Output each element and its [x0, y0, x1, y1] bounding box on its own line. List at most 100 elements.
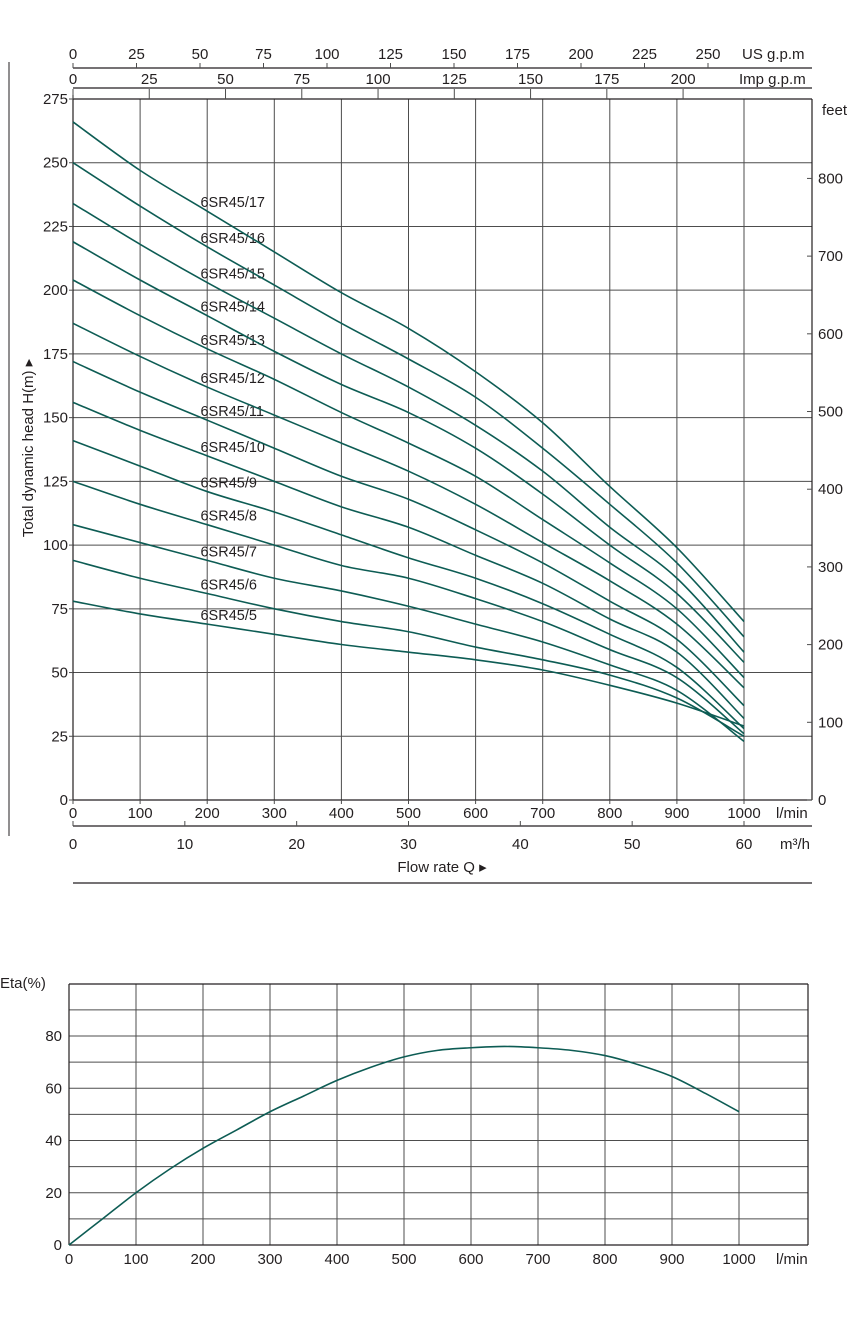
- imp-gpm-tick-label: 75: [293, 71, 310, 88]
- head-y-tick-label: 100: [43, 537, 68, 554]
- eta-x-tick-label: 600: [458, 1251, 483, 1268]
- head-y-tick-label: 150: [43, 410, 68, 427]
- eta-y-tick-label: 40: [45, 1133, 62, 1150]
- series-label: 6SR45/17: [200, 195, 264, 211]
- eta-x-tick-label: 400: [324, 1251, 349, 1268]
- us-gpm-tick-label: 125: [378, 46, 403, 63]
- series-label: 6SR45/7: [200, 544, 256, 560]
- head-y-tick-label: 175: [43, 346, 68, 363]
- imp-gpm-tick-label: 175: [594, 71, 619, 88]
- series-label: 6SR45/10: [200, 440, 264, 456]
- head-curve-series: [72, 279, 745, 679]
- series-label: 6SR45/13: [200, 333, 264, 349]
- head-curve-series: [72, 559, 745, 737]
- flow-lmin-tick-label: 300: [262, 805, 287, 822]
- head-curve-series: [72, 322, 745, 689]
- us-gpm-tick-label: 100: [314, 46, 339, 63]
- series-label: 6SR45/14: [200, 300, 264, 316]
- flow-lmin-tick-label: 800: [597, 805, 622, 822]
- flow-m3h-tick-label: 50: [624, 836, 641, 853]
- imp-gpm-unit: Imp g.p.m: [739, 71, 806, 88]
- eta-x-tick-label: 100: [123, 1251, 148, 1268]
- eta-y-tick-label: 80: [45, 1028, 62, 1045]
- us-gpm-tick-label: 150: [441, 46, 466, 63]
- flow-lmin-tick-label: 200: [195, 805, 220, 822]
- us-gpm-tick-label: 0: [69, 46, 77, 63]
- head-curve-series: [72, 162, 745, 638]
- head-y-tick-label: 250: [43, 155, 68, 172]
- efficiency-curve: [68, 1045, 740, 1246]
- series-label: 6SR45/5: [200, 608, 256, 624]
- feet-tick-label: 200: [818, 637, 843, 654]
- flow-lmin-tick-label: 100: [128, 805, 153, 822]
- imp-gpm-tick-label: 150: [518, 71, 543, 88]
- head-y-tick-label: 200: [43, 282, 68, 299]
- eta-x-unit: l/min: [776, 1251, 808, 1268]
- series-label: 6SR45/9: [200, 476, 256, 492]
- series-label: 6SR45/12: [200, 371, 264, 387]
- imp-gpm-tick-label: 25: [141, 71, 158, 88]
- feet-tick-label: 800: [818, 170, 843, 187]
- head-y-tick-label: 225: [43, 218, 68, 235]
- eta-x-tick-label: 300: [257, 1251, 282, 1268]
- eta-x-tick-label: 200: [190, 1251, 215, 1268]
- us-gpm-tick-label: 50: [192, 46, 209, 63]
- imp-gpm-tick-label: 200: [671, 71, 696, 88]
- flow-lmin-tick-label: 0: [69, 805, 77, 822]
- eta-y-tick-label: 60: [45, 1080, 62, 1097]
- eta-y-tick-label: 0: [54, 1237, 62, 1254]
- flow-lmin-tick-label: 500: [396, 805, 421, 822]
- flow-m3h-tick-label: 0: [69, 836, 77, 853]
- eta-x-tick-label: 700: [525, 1251, 550, 1268]
- us-gpm-tick-label: 200: [568, 46, 593, 63]
- feet-tick-label: 100: [818, 714, 843, 731]
- series-label: 6SR45/16: [200, 231, 264, 247]
- us-gpm-unit: US g.p.m: [742, 46, 805, 63]
- feet-tick-label: 600: [818, 326, 843, 343]
- head-y-tick-label: 0: [60, 792, 68, 809]
- head-curve-series: [72, 121, 745, 623]
- us-gpm-tick-label: 250: [695, 46, 720, 63]
- flow-m3h-tick-label: 40: [512, 836, 529, 853]
- eta-y-axis-label: Eta(%): [0, 975, 46, 992]
- eta-y-tick-label: 20: [45, 1185, 62, 1202]
- feet-tick-label: 500: [818, 404, 843, 421]
- eta-x-tick-label: 1000: [722, 1251, 755, 1268]
- us-gpm-tick-label: 175: [505, 46, 530, 63]
- imp-gpm-tick-label: 125: [442, 71, 467, 88]
- feet-tick-label: 300: [818, 559, 843, 576]
- head-y-tick-label: 275: [43, 91, 68, 108]
- flow-m3h-tick-label: 20: [288, 836, 305, 853]
- imp-gpm-tick-label: 50: [217, 71, 234, 88]
- imp-gpm-tick-label: 0: [69, 71, 77, 88]
- us-gpm-tick-label: 75: [255, 46, 272, 63]
- flow-lmin-unit: l/min: [776, 805, 808, 822]
- flow-m3h-tick-label: 30: [400, 836, 417, 853]
- flow-lmin-tick-label: 1000: [727, 805, 760, 822]
- head-curve-series: [72, 480, 745, 735]
- eta-x-tick-label: 900: [659, 1251, 684, 1268]
- head-y-tick-label: 50: [51, 665, 68, 682]
- eta-x-tick-label: 800: [592, 1251, 617, 1268]
- us-gpm-tick-label: 225: [632, 46, 657, 63]
- flow-m3h-tick-label: 60: [736, 836, 753, 853]
- us-gpm-tick-label: 25: [128, 46, 145, 63]
- feet-tick-label: 700: [818, 248, 843, 265]
- flow-lmin-tick-label: 900: [664, 805, 689, 822]
- head-curve-series: [72, 241, 745, 663]
- head-y-tick-label: 125: [43, 473, 68, 490]
- flow-axis-title: Flow rate Q ▸: [397, 859, 487, 876]
- series-label: 6SR45/8: [200, 509, 256, 525]
- head-y-tick-label: 25: [51, 728, 68, 745]
- flow-m3h-tick-label: 10: [176, 836, 193, 853]
- flow-lmin-tick-label: 400: [329, 805, 354, 822]
- head-y-axis-label: Total dynamic head H(m) ▸: [20, 358, 37, 537]
- eta-x-tick-label: 500: [391, 1251, 416, 1268]
- head-curve-series: [72, 439, 745, 730]
- series-label: 6SR45/11: [200, 404, 263, 420]
- feet-unit: feet: [822, 102, 848, 119]
- head-curve-series: [72, 523, 745, 743]
- head-curve-series: [72, 401, 745, 719]
- head-curve-series: [72, 360, 745, 707]
